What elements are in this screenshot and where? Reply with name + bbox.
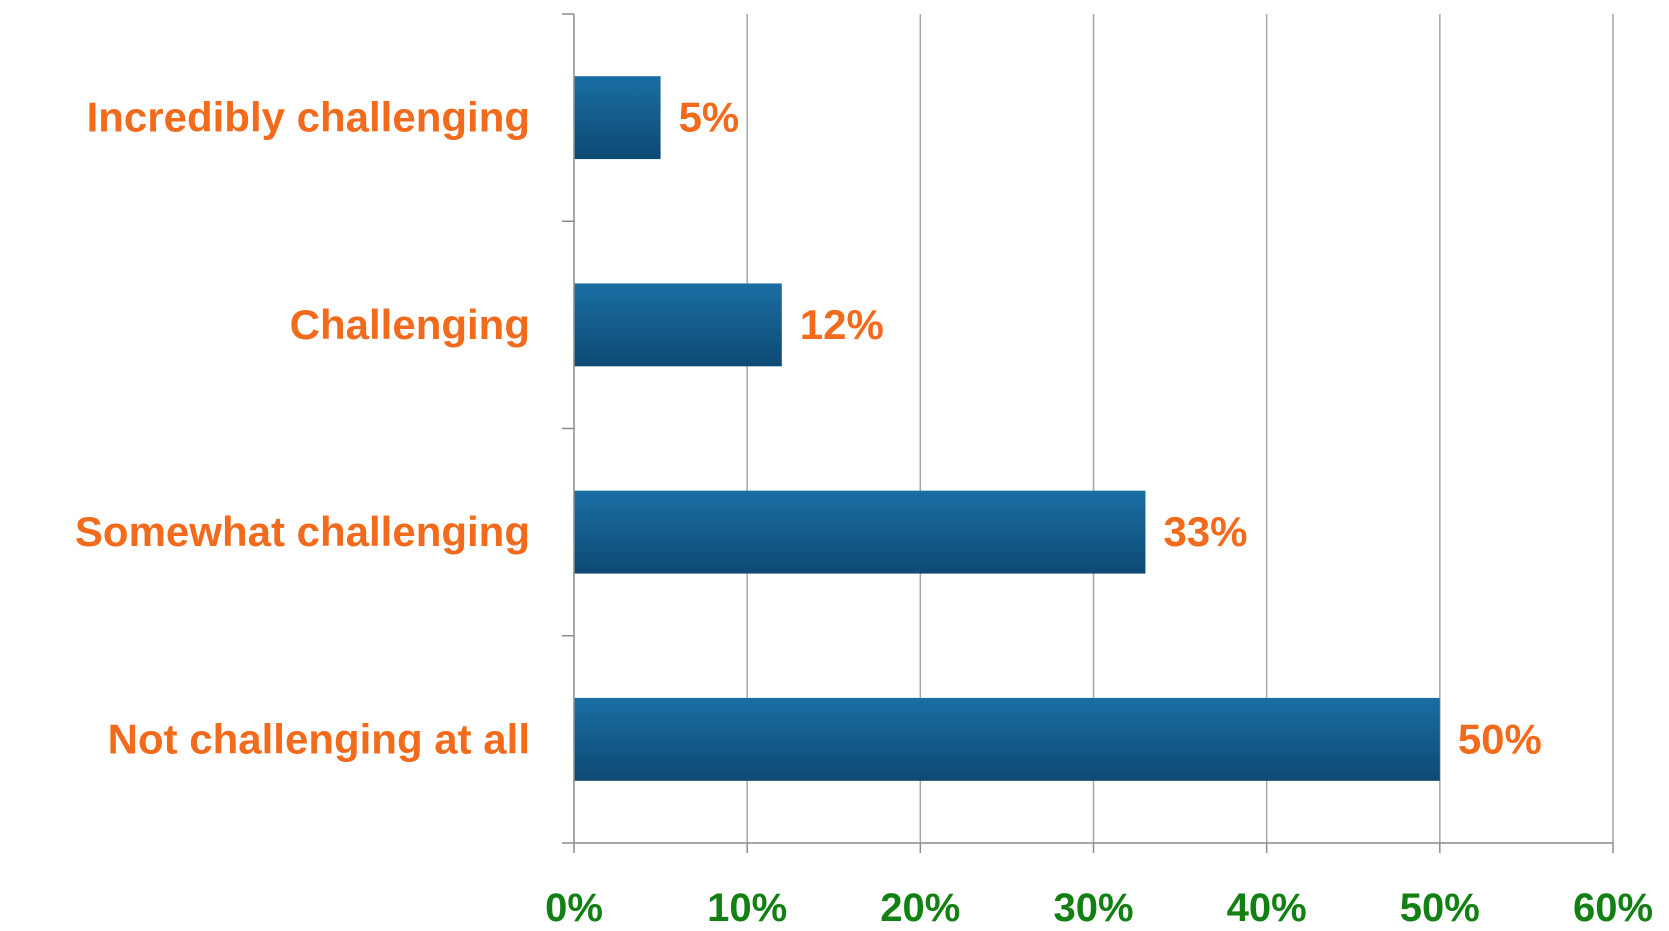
x-tick-label: 0% bbox=[545, 886, 603, 930]
x-tick-label: 10% bbox=[707, 886, 787, 930]
x-tick-label: 50% bbox=[1400, 886, 1480, 930]
data-label: 12% bbox=[800, 301, 884, 348]
bar bbox=[574, 697, 1440, 781]
category-label: Incredibly challenging bbox=[87, 94, 530, 141]
data-label: 5% bbox=[679, 94, 740, 141]
axes bbox=[562, 13, 1614, 853]
x-tick-label: 60% bbox=[1573, 886, 1653, 930]
labels: 0% 10% 20% 30% 40% 50% 60% Incredibly challengi… bbox=[75, 94, 1653, 930]
data-label: 50% bbox=[1458, 715, 1542, 762]
bar bbox=[574, 490, 1146, 574]
data-label: 33% bbox=[1163, 508, 1247, 555]
category-label: Not challenging at all bbox=[108, 715, 530, 762]
category-label: Somewhat challenging bbox=[75, 508, 530, 555]
x-tick-label: 20% bbox=[880, 886, 960, 930]
x-tick-label: 30% bbox=[1053, 886, 1133, 930]
x-tick-label: 40% bbox=[1227, 886, 1307, 930]
bar bbox=[574, 76, 661, 160]
category-label: Challenging bbox=[290, 301, 530, 348]
bar bbox=[574, 283, 782, 367]
bars bbox=[574, 76, 1440, 781]
